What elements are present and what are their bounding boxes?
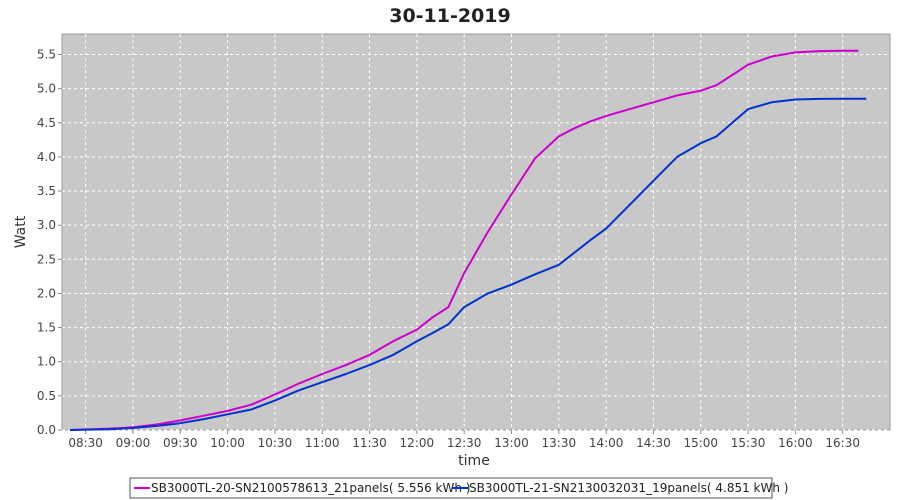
y-tick-label: 2.0 (37, 286, 56, 300)
y-tick-label: 4.5 (37, 116, 56, 130)
series-line-2 (69, 97, 867, 431)
x-tick-label: 11:30 (352, 436, 387, 450)
series-line-1 (69, 49, 859, 431)
series-lines (69, 49, 867, 431)
legend-label-series-1: SB3000TL-20-SN2100578613_21panels( 5.556… (151, 481, 470, 495)
x-tick-label: 12:00 (400, 436, 435, 450)
x-tick-label: 10:00 (210, 436, 245, 450)
x-axis-ticks: 08:30 09:00 09:30 10:00 10:30 11:00 11:30 12:00… (68, 430, 860, 450)
chart-title: 30-11-2019 (389, 5, 511, 27)
y-tick-label: 0.5 (37, 389, 56, 403)
plot-area (61, 33, 891, 431)
y-tick-label: 4.0 (37, 150, 56, 164)
x-tick-label: 13:00 (494, 436, 529, 450)
legend-label-series-2: SB3000TL-21-SN2130032031_19panels( 4.851… (469, 481, 788, 495)
y-tick-label: 1.5 (37, 321, 56, 335)
y-tick-label: 5.0 (37, 82, 56, 96)
y-tick-label: 3.0 (37, 218, 56, 232)
y-tick-label: 0.0 (37, 423, 56, 437)
y-tick-label: 3.5 (37, 184, 56, 198)
x-tick-label: 14:30 (636, 436, 671, 450)
x-axis-label: time (458, 453, 490, 469)
x-tick-label: 09:30 (163, 436, 198, 450)
y-tick-label: 5.5 (37, 47, 56, 61)
legend: SB3000TL-20-SN2100578613_21panels( 5.556… (129, 477, 788, 499)
grid-lines (62, 34, 890, 431)
x-tick-label: 12:30 (447, 436, 482, 450)
y-axis-label: Watt (13, 215, 29, 248)
x-tick-label: 14:00 (589, 436, 624, 450)
x-tick-label: 10:30 (258, 436, 293, 450)
y-tick-label: 1.0 (37, 355, 56, 369)
x-tick-label: 15:30 (731, 436, 766, 450)
x-tick-label: 16:00 (778, 436, 813, 450)
y-tick-label: 2.5 (37, 252, 56, 266)
x-tick-label: 09:00 (116, 436, 151, 450)
x-tick-label: 16:30 (825, 436, 860, 450)
x-tick-label: 11:00 (305, 436, 340, 450)
x-tick-label: 08:30 (68, 436, 103, 450)
legend-box (129, 477, 773, 499)
x-tick-label: 15:00 (683, 436, 718, 450)
x-tick-label: 13:30 (542, 436, 577, 450)
y-axis-ticks: 0.0 0.5 1.0 1.5 2.0 2.5 3.0 3.5 4.0 4.5 5.0 5.5 (37, 47, 62, 437)
